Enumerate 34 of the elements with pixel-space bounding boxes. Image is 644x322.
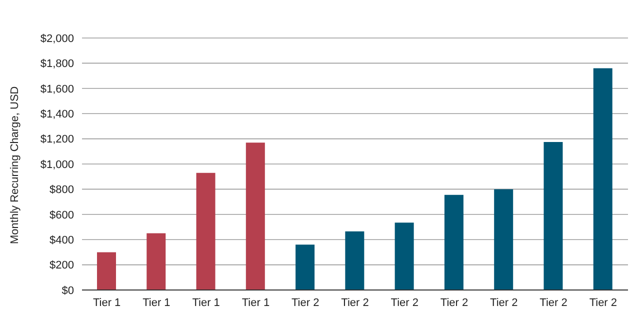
x-tick-label: Tier 1 (242, 296, 270, 309)
y-tick-label: $0 (62, 284, 74, 297)
bar (146, 233, 166, 290)
y-tick-label: $1,200 (40, 134, 74, 146)
bar (593, 68, 612, 290)
x-tick-label: Tier 2 (390, 296, 418, 309)
x-tick-label: Tier 1 (142, 296, 170, 309)
x-tick-label: Tier 2 (589, 296, 618, 309)
y-tick-label: $200 (50, 260, 74, 272)
bar (544, 142, 563, 290)
bar (444, 194, 464, 290)
x-tick-label: Tier 2 (540, 296, 568, 309)
bar (246, 142, 265, 290)
bar (296, 244, 315, 290)
y-tick-label: $2,000 (40, 32, 74, 45)
bar (196, 172, 216, 290)
y-tick-label: $800 (50, 184, 74, 196)
y-tick-label: $1,600 (40, 83, 74, 96)
bar (97, 252, 116, 290)
bar (494, 189, 514, 290)
y-tick-label: $1,800 (40, 58, 74, 70)
y-axis-title: Monthly Recurring Charge, USD (8, 86, 21, 244)
x-tick-label: Tier 2 (292, 296, 320, 309)
bar (345, 231, 364, 290)
bar (394, 222, 414, 290)
x-tick-label: Tier 1 (192, 296, 220, 309)
y-tick-label: $400 (50, 234, 74, 247)
y-tick-label: $1,400 (40, 108, 74, 121)
x-tick-label: Tier 2 (341, 296, 369, 309)
x-tick-label: Tier 2 (440, 296, 468, 309)
x-tick-label: Tier 1 (92, 296, 121, 309)
y-tick-label: $600 (50, 209, 74, 222)
y-tick-label: $1,000 (40, 158, 74, 171)
x-tick-label: Tier 2 (490, 296, 518, 309)
